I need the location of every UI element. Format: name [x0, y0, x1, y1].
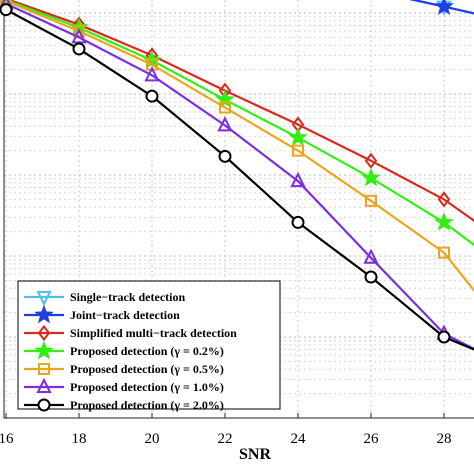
x-tick-label: 18 [72, 431, 87, 447]
series-line [6, 0, 474, 222]
series-line [5, 8, 474, 351]
legend-label: Simplified multi−track detection [70, 326, 237, 340]
legend-entry: Single−track detection [24, 290, 185, 307]
x-tick-label: 20 [145, 431, 160, 447]
legend-label: Proposed detection (γ = 2.0%) [70, 398, 224, 412]
data-point [437, 191, 451, 208]
legend-label: Joint−track detection [70, 308, 180, 322]
data-point [288, 127, 308, 146]
data-point [437, 330, 451, 344]
legend-label: Proposed detection (γ = 1.0%) [70, 380, 224, 394]
x-tick-label: 28 [437, 431, 452, 447]
plot-area-border [3, 0, 474, 419]
legend-entry: Proposed detection (γ = 0.5%) [24, 362, 224, 376]
data-point [364, 152, 378, 169]
legend-marker [36, 291, 52, 307]
data-point [434, 0, 454, 15]
series-2 [409, 0, 474, 15]
legend-entries: Single−track detection Joint−track detect… [24, 290, 237, 412]
legend-marker [37, 324, 51, 342]
data-point [73, 24, 85, 37]
legend-marker [37, 398, 51, 412]
data-point [0, 3, 13, 17]
x-tick-label: 24 [291, 431, 307, 447]
series-line [5, 0, 474, 292]
x-tick-labels: 16 18 20 22 24 26 28 [0, 413, 452, 447]
legend-entry: Joint−track detection [24, 304, 180, 324]
series-7 [0, 3, 474, 351]
data-point [438, 246, 450, 259]
data-point [364, 270, 378, 284]
legend-entry: Proposed detection (γ = 1.0%) [24, 377, 224, 394]
x-axis-label: SNR [239, 446, 271, 463]
legend-marker [38, 363, 50, 375]
legend-marker [34, 340, 54, 360]
data-point [291, 215, 305, 229]
data-point [72, 42, 86, 56]
legend-entry: Proposed detection (γ = 2.0%) [24, 398, 224, 412]
series-layer [0, 0, 474, 351]
legend-label: Proposed detection (γ = 0.2%) [70, 344, 224, 358]
legend-label: Single−track detection [70, 290, 185, 304]
data-point [219, 101, 231, 114]
legend-marker [36, 377, 52, 393]
data-point [434, 212, 454, 231]
legend-marker [34, 304, 54, 324]
x-tick-label: 16 [0, 431, 14, 447]
legend-entry: Simplified multi−track detection [24, 324, 237, 342]
legend-entry: Proposed detection (γ = 0.2%) [24, 340, 224, 360]
legend: Single−track detection Joint−track detect… [17, 280, 281, 412]
data-point [365, 194, 377, 207]
data-point [145, 89, 159, 103]
data-point [218, 149, 232, 163]
data-point [290, 171, 306, 188]
series-line [5, 2, 474, 351]
series-line [409, 0, 474, 15]
x-tick-label: 22 [218, 431, 233, 447]
data-point [363, 248, 379, 264]
x-tick-label: 26 [364, 431, 380, 447]
data-point [71, 28, 87, 44]
data-point [292, 144, 304, 157]
data-point [144, 66, 160, 82]
data-point [361, 167, 381, 187]
series-line [5, 0, 474, 247]
legend-label: Proposed detection (γ = 0.5%) [70, 362, 224, 376]
data-point [217, 116, 233, 132]
